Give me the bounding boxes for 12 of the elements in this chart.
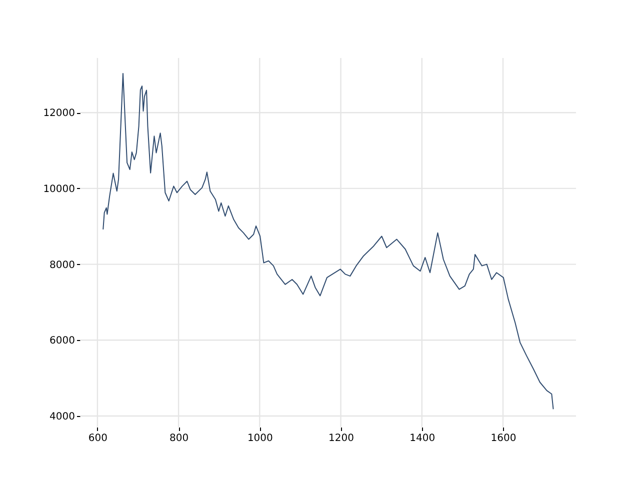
y-tick-label: 8000 xyxy=(50,260,75,271)
y-tick-label: 12000 xyxy=(43,108,75,120)
x-tick-label: 1200 xyxy=(328,433,354,444)
x-tick-label: 600 xyxy=(88,433,108,444)
y-tick-label: 10000 xyxy=(43,184,75,195)
x-tick-label: 1400 xyxy=(410,433,436,444)
x-tick-label: 800 xyxy=(170,433,189,444)
x-tick-label: 1600 xyxy=(490,433,516,444)
y-tick-label: 4000 xyxy=(50,412,75,422)
y-tick-label: 6000 xyxy=(50,336,75,347)
x-tick-label: 1000 xyxy=(247,433,273,444)
line-series xyxy=(102,73,554,410)
